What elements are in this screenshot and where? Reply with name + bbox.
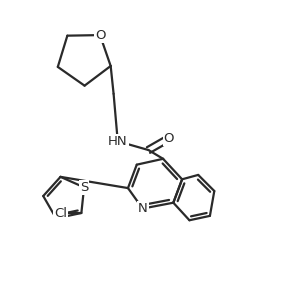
Text: Cl: Cl [54,207,67,219]
Text: S: S [80,181,88,194]
Text: O: O [164,132,174,145]
Text: O: O [95,28,105,42]
Text: HN: HN [108,135,128,148]
Text: N: N [138,202,148,215]
